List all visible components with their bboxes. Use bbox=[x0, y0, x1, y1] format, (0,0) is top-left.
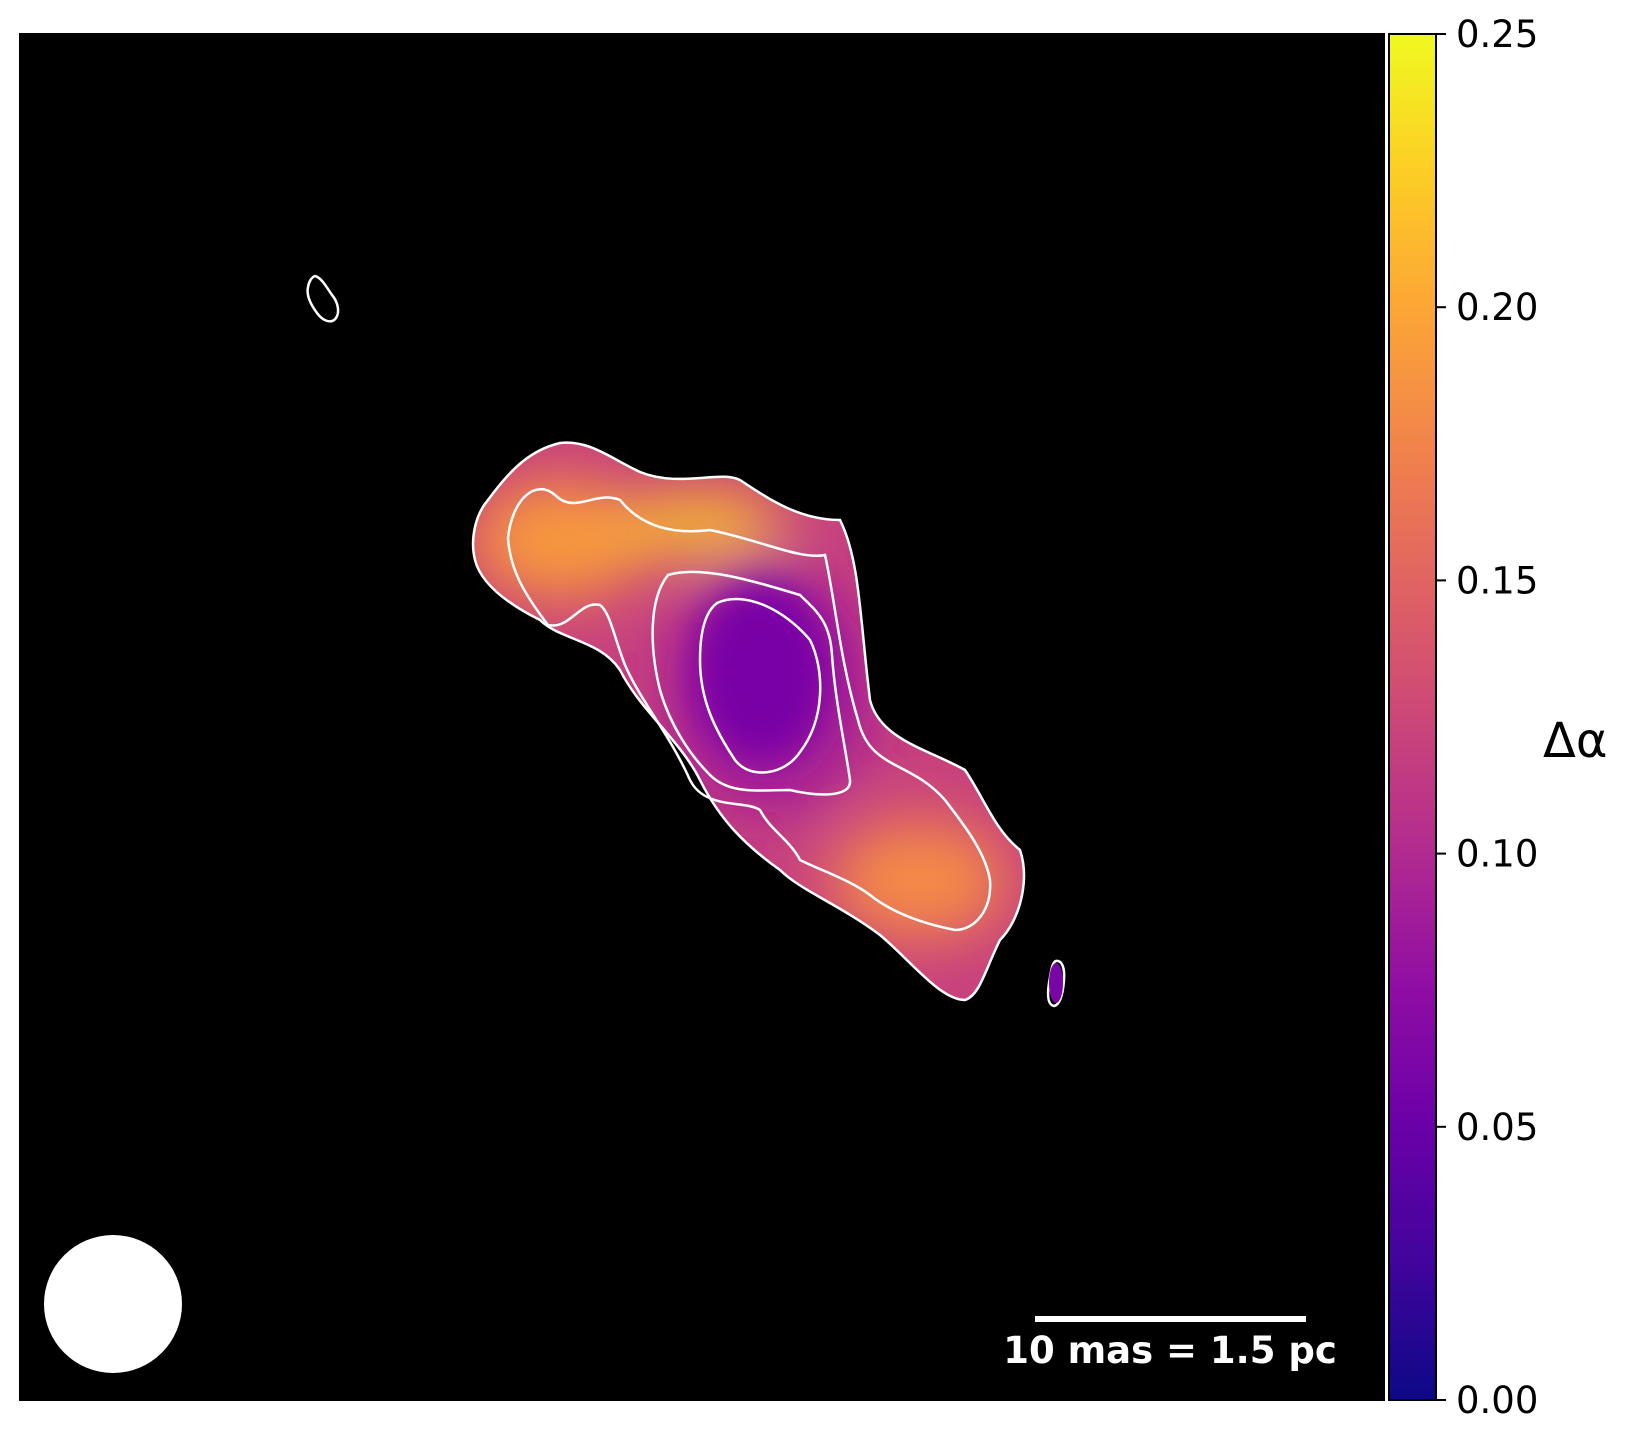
contour-level-1 bbox=[471, 441, 1026, 1002]
colorbar-tick-label: 0.00 bbox=[1456, 1379, 1538, 1422]
colorbar-label: Δα bbox=[1543, 713, 1607, 769]
scale-bar: 10 mas = 1.5 pc bbox=[1003, 1316, 1337, 1372]
colorbar-tick-label: 0.10 bbox=[1456, 833, 1538, 876]
colorbar: 0.00 0.05 0.10 0.15 0.20 0.25 Δα bbox=[1388, 13, 1607, 1422]
colorbar-gradient bbox=[1388, 33, 1437, 1401]
contours bbox=[306, 274, 1066, 1008]
colorbar-tick-label: 0.05 bbox=[1456, 1106, 1538, 1149]
colorbar-tick-label: 0.25 bbox=[1456, 13, 1538, 56]
colorbar-tick-label: 0.20 bbox=[1456, 286, 1538, 329]
contour-isolated-north-west bbox=[306, 274, 340, 323]
colorbar-ticks: 0.00 0.05 0.10 0.15 0.20 0.25 bbox=[1436, 13, 1538, 1422]
map-panel: 10 mas = 1.5 pc bbox=[19, 33, 1385, 1401]
contour-level-3 bbox=[651, 570, 852, 796]
colorbar-tick-label: 0.15 bbox=[1456, 559, 1538, 602]
south-east-lobe bbox=[830, 820, 1010, 940]
north-ridge bbox=[615, 495, 785, 555]
isolated-blob-south-east bbox=[1049, 963, 1063, 1003]
scale-bar-label: 10 mas = 1.5 pc bbox=[1003, 1329, 1337, 1372]
contour-level-2 bbox=[506, 488, 992, 932]
contour-level-4 bbox=[698, 597, 822, 774]
beam-ellipse bbox=[44, 1235, 182, 1373]
map-frame bbox=[19, 33, 1385, 1401]
